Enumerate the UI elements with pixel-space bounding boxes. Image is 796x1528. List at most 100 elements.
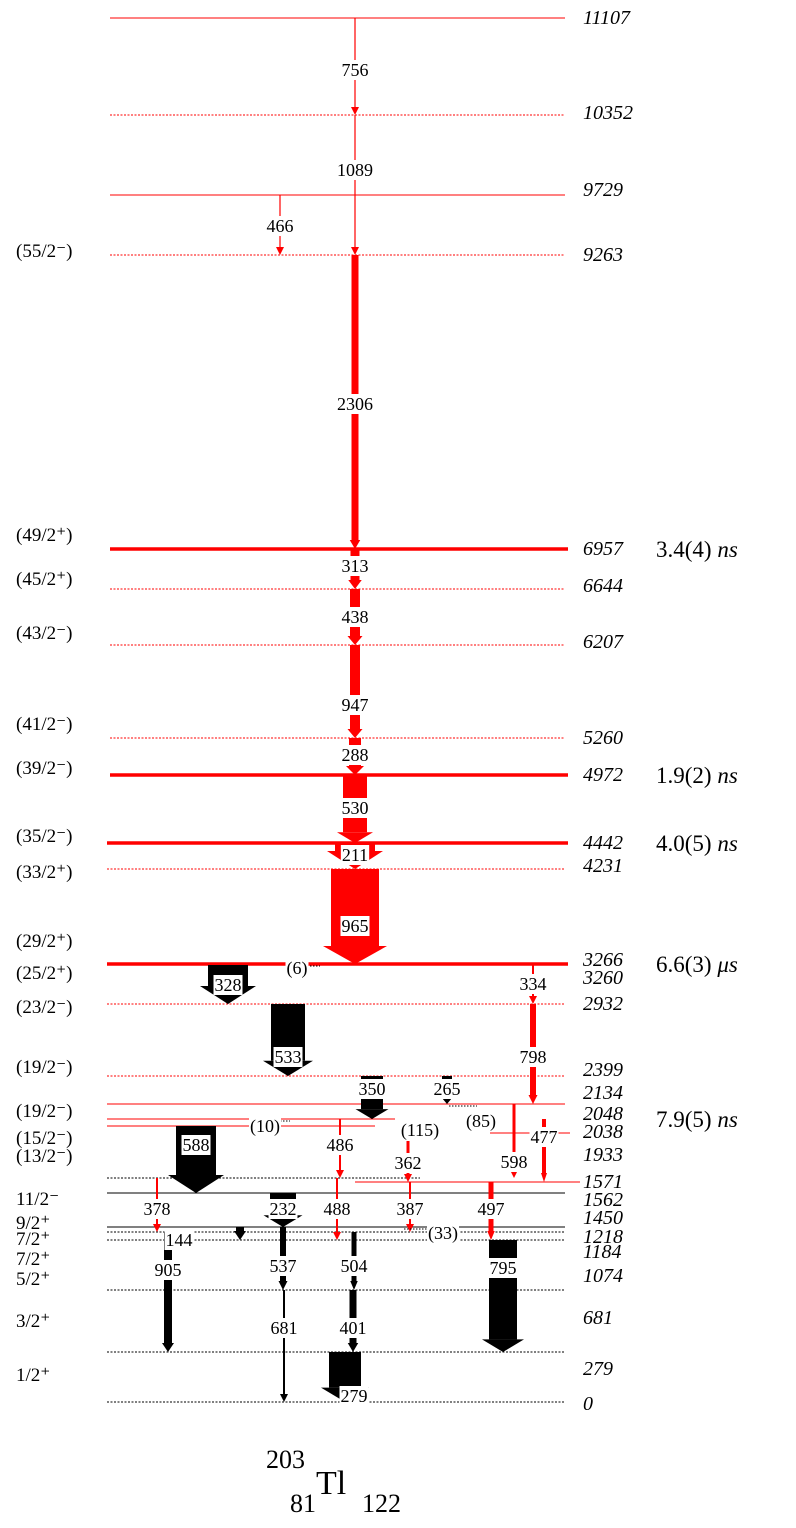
level-spin-1562: 11/2⁻ <box>16 1189 59 1210</box>
gamma-energy-905: 905 <box>155 1260 182 1280</box>
level-spin-1450: 9/2⁺ <box>16 1213 50 1234</box>
level-spin-6644: (45/2⁺) <box>16 569 72 590</box>
level-spin-2048: (15/2⁻) <box>16 1128 72 1149</box>
level-spin-4972: (39/2⁻) <box>16 758 72 779</box>
nucleus-n: 122 <box>362 1489 401 1518</box>
gamma-energy-313: 313 <box>342 556 369 576</box>
level-energy-1562: 1562 <box>583 1189 623 1211</box>
level-energy-6207: 6207 <box>583 631 624 653</box>
transition-905 <box>162 1232 174 1352</box>
gamma-energy-530: 530 <box>342 798 369 818</box>
transition-681 <box>280 1290 288 1402</box>
transition-401 <box>347 1290 359 1352</box>
level-energy-11107: 11107 <box>583 7 631 29</box>
gamma-energy-1089: 1089 <box>337 160 373 180</box>
level-spin-6957: (49/2⁺) <box>16 525 72 546</box>
level-energy-4231: 4231 <box>583 855 623 877</box>
level-spin-279: 1/2⁺ <box>16 1365 50 1386</box>
level-energy-1074: 1074 <box>583 1265 623 1287</box>
level-lifetime-2048: 7.9(5) ns <box>656 1107 738 1132</box>
gamma-energy-115: (115) <box>401 1120 439 1141</box>
transition-947 <box>347 645 363 738</box>
transition-795 <box>482 1240 524 1352</box>
gamma-energy-401: 401 <box>340 1318 367 1338</box>
level-energy-9729: 9729 <box>583 179 623 201</box>
nucleus-symbol: Tl <box>316 1465 346 1502</box>
level-spin-681: 3/2⁺ <box>16 1311 50 1332</box>
gamma-energy-438: 438 <box>342 607 369 627</box>
gamma-energy-279: 279 <box>341 1386 368 1406</box>
level-energy-2038: 2038 <box>583 1121 623 1143</box>
gamma-energy-588: 588 <box>183 1135 210 1155</box>
transition-144 <box>234 1227 246 1240</box>
level-spin-9263: (55/2⁻) <box>16 241 72 262</box>
level-energy-681: 681 <box>583 1307 613 1329</box>
gamma-energy-947: 947 <box>342 695 369 715</box>
level-spin-2038: (13/2⁻) <box>16 1146 72 1167</box>
level-energy-279: 279 <box>583 1358 613 1380</box>
level-energy-3260: 3260 <box>582 967 623 989</box>
level-spin-3266: (29/2⁺) <box>16 931 72 952</box>
gamma-energy-488: 488 <box>324 1199 351 1219</box>
level-energy-0: 0 <box>583 1393 593 1415</box>
level-spin-4442: (35/2⁻) <box>16 826 72 847</box>
labels-layer: 11107 10352 9729 9263 (55/2⁻) 6957 (49/2⁺) 3.4(… <box>16 7 738 1415</box>
gamma-energy-33: (33) <box>428 1223 458 1244</box>
gamma-energy-965: 965 <box>342 916 369 936</box>
level-spin-6207: (43/2⁻) <box>16 623 72 644</box>
gamma-energy-504: 504 <box>341 1256 368 1276</box>
level-energy-3266: 3266 <box>582 949 623 971</box>
gamma-energy-211: 211 <box>342 845 368 865</box>
gamma-energy-2306: 2306 <box>337 394 373 414</box>
nucleus-label: 203 81 Tl 122 <box>266 1445 401 1518</box>
gamma-energy-6: (6) <box>287 958 308 979</box>
gamma-energy-387: 387 <box>397 1199 424 1219</box>
level-spin-4231: (33/2⁺) <box>16 862 72 883</box>
level-spin-3260: (25/2⁺) <box>16 963 72 984</box>
gamma-energy-85: (85) <box>466 1111 496 1132</box>
level-lifetime-3266: 6.6(3) μs <box>656 952 738 977</box>
gamma-energy-144: 144 <box>166 1230 193 1250</box>
level-energy-4442: 4442 <box>583 832 623 854</box>
level-spin-5260: (41/2⁻) <box>16 714 72 735</box>
nucleus-mass: 203 <box>266 1445 305 1474</box>
gamma-energy-362: 362 <box>395 1153 422 1173</box>
level-energy-1218: 1218 <box>583 1226 623 1248</box>
gamma-energy-232: 232 <box>270 1199 297 1219</box>
level-energy-1933: 1933 <box>583 1144 623 1166</box>
level-energy-10352: 10352 <box>583 102 633 124</box>
level-energy-2134: 2134 <box>583 1082 623 1104</box>
transition-537 <box>278 1227 288 1290</box>
level-lifetime-6957: 3.4(4) ns <box>656 537 738 562</box>
gamma-energy-466: 466 <box>267 216 294 236</box>
level-energy-1184: 1184 <box>583 1241 622 1263</box>
gamma-energy-537: 537 <box>270 1256 297 1276</box>
level-energy-2048: 2048 <box>583 1103 623 1125</box>
level-lifetime-4972: 1.9(2) ns <box>656 763 738 788</box>
level-lifetime-4442: 4.0(5) ns <box>656 831 738 856</box>
gamma-energy-265: 265 <box>434 1079 461 1099</box>
gamma-energy-288: 288 <box>342 745 369 765</box>
gamma-energy-681: 681 <box>271 1318 298 1338</box>
level-spin-2932: (23/2⁻) <box>16 997 72 1018</box>
level-spin-2399: (19/2⁻) <box>16 1057 72 1078</box>
nucleus-z: 81 <box>290 1489 316 1518</box>
level-energy-2399: 2399 <box>583 1059 623 1081</box>
gamma-energy-378: 378 <box>144 1199 171 1219</box>
gamma-energy-486: 486 <box>327 1135 354 1155</box>
level-spin-1074: 5/2⁺ <box>16 1269 50 1290</box>
level-energy-2932: 2932 <box>583 993 623 1015</box>
gamma-energy-10: (10) <box>250 1116 280 1137</box>
gamma-energy-798: 798 <box>520 1047 547 1067</box>
level-spin-1184: 7/2⁺ <box>16 1249 50 1270</box>
gamma-energy-497: 497 <box>478 1199 505 1219</box>
level-energy-4972: 4972 <box>583 764 623 786</box>
level-spin-1218: 7/2⁺ <box>16 1229 50 1250</box>
level-energy-9263: 9263 <box>583 244 623 266</box>
gamma-energy-533: 533 <box>275 1047 302 1067</box>
gamma-energy-477: 477 <box>531 1127 558 1147</box>
level-energy-5260: 5260 <box>583 727 623 749</box>
gamma-energy-795: 795 <box>490 1258 517 1278</box>
level-spin-2134: (19/2⁻) <box>16 1101 72 1122</box>
